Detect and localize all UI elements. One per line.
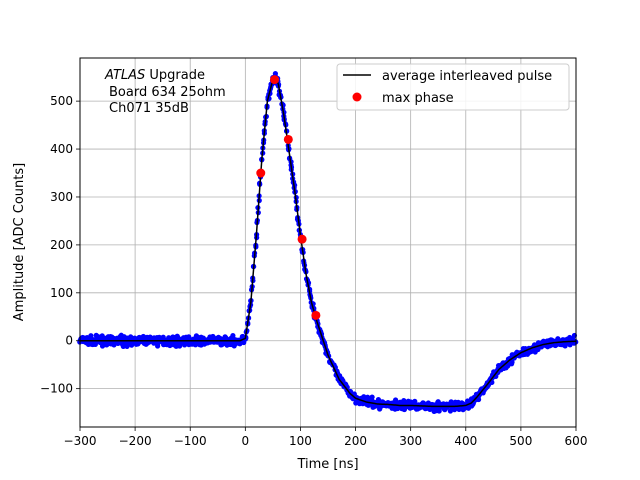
x-tick-label: −300 xyxy=(64,434,97,448)
sample-point xyxy=(272,71,278,77)
y-tick-label: −100 xyxy=(40,382,73,396)
x-tick-label: 600 xyxy=(565,434,588,448)
y-tick-label: 400 xyxy=(50,142,73,156)
x-tick-label: 100 xyxy=(289,434,312,448)
y-axis-label: Amplitude [ADC Counts] xyxy=(12,163,27,321)
y-tick-label: 0 xyxy=(65,334,73,348)
x-tick-label: −200 xyxy=(119,434,152,448)
max-phase-point xyxy=(311,310,321,320)
x-tick-label: 500 xyxy=(509,434,532,448)
sample-point xyxy=(476,396,482,403)
annotation-upgrade: Upgrade xyxy=(145,68,205,83)
max-phase-point xyxy=(270,75,280,85)
y-tick-label: 500 xyxy=(50,94,73,108)
annotation-line-1: ATLAS Upgrade xyxy=(104,68,205,83)
annotation-line-2: Board 634 25ohm xyxy=(109,85,226,100)
legend: average interleaved pulse max phase xyxy=(336,63,570,111)
y-tick-label: 200 xyxy=(50,238,73,252)
x-tick-label: 300 xyxy=(399,434,422,448)
x-ticks: −300 −200 −100 0 100 200 300 400 500 600 xyxy=(64,427,588,448)
legend-marker-swatch xyxy=(352,92,362,102)
max-phase-point xyxy=(283,134,293,144)
sample-point xyxy=(509,359,515,365)
sample-point xyxy=(412,398,418,404)
x-tick-label: 200 xyxy=(344,434,367,448)
y-tick-label: 100 xyxy=(50,286,73,300)
x-tick-label: 400 xyxy=(454,434,477,448)
x-tick-label: −100 xyxy=(174,434,207,448)
plot-area xyxy=(77,71,579,415)
sample-point xyxy=(505,363,511,369)
y-tick-label: 300 xyxy=(50,190,73,204)
x-tick-label: 0 xyxy=(242,434,250,448)
annotation-text: ATLAS Upgrade Board 634 25ohm Ch071 35dB xyxy=(104,68,226,116)
max-phase-point xyxy=(297,234,307,244)
average-pulse-line xyxy=(80,76,577,408)
legend-label-average: average interleaved pulse xyxy=(382,69,552,84)
legend-label-max-phase: max phase xyxy=(382,91,454,106)
max-phase-points xyxy=(256,75,321,320)
max-phase-point xyxy=(256,168,266,178)
axes-frame xyxy=(79,57,577,428)
x-axis-label: Time [ns] xyxy=(296,457,358,472)
sample-point xyxy=(369,394,375,400)
y-ticks: −100 0 100 200 300 400 500 xyxy=(40,94,80,396)
annotation-atlas: ATLAS xyxy=(104,68,145,83)
annotation-line-3: Ch071 35dB xyxy=(109,101,189,116)
legend-box xyxy=(336,63,570,111)
sample-point xyxy=(436,408,442,414)
